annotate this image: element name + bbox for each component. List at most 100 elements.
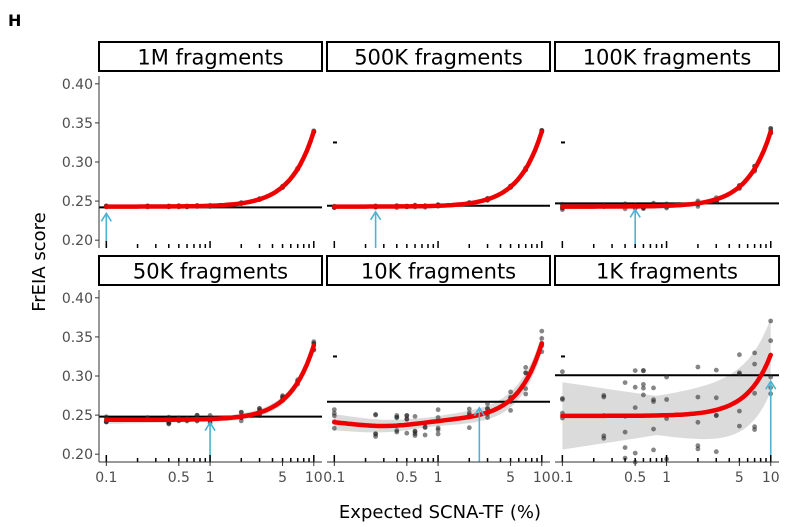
y-axis-title: FrEIA score [29,212,50,312]
data-point [412,428,418,434]
data-point [651,447,656,453]
fit-curve [560,129,773,209]
y-tick-label: 0.25 [62,194,93,210]
x-tick-label: 10 [533,470,551,486]
facet-strip [554,41,780,72]
data-point [752,350,757,356]
facet-strip [554,255,780,286]
facet-strip-title: 1M fragments [137,46,283,70]
facet-strip [98,255,323,286]
data-point [466,425,472,431]
y-tick-label: 0.20 [62,233,93,249]
y-tick-label: 0.35 [62,116,93,132]
data-point [664,397,669,402]
data-point [752,427,757,432]
data-point [404,413,410,418]
confidence-band [334,130,542,208]
data-point [539,328,545,334]
data-point [523,370,529,376]
data-point [238,409,244,415]
data-point [422,432,428,438]
facet-panels: 1M fragments 0.20 0.25 0.30 0.35 0.40 500K fra… [62,41,780,486]
data-point [695,419,701,425]
y-tick-label: 0.35 [62,330,93,346]
y-tick-label: 0.20 [62,447,93,463]
detection-arrowhead [629,207,641,218]
data-point [404,430,410,436]
data-point [560,396,565,401]
data-point [713,413,719,419]
data-point [768,318,774,324]
data-point [737,371,742,377]
confidence-band [106,130,314,208]
x-axis-title: Expected SCNA-TF (%) [339,502,541,523]
fit-curve [332,129,545,209]
data-point [651,385,656,391]
data-point [394,415,400,421]
data-point [466,406,472,412]
data-point [713,395,719,401]
data-point [485,401,490,407]
data-point [632,405,638,410]
x-tick-label: 0.5 [624,470,646,486]
data-point [373,431,378,436]
data-point [166,420,172,426]
detection-arrowhead [204,421,216,432]
x-tick-label: 0.1 [323,470,345,486]
data-point [422,425,428,430]
data-point [641,392,646,398]
y-tick-label: 0.40 [62,77,93,93]
data-point [651,426,656,432]
data-point [523,365,529,370]
data-point [641,368,646,373]
data-point [752,361,757,367]
detection-arrowhead [473,406,486,417]
x-tick-label: 10 [305,470,323,486]
data-point [523,386,529,392]
data-point [713,449,719,455]
data-point [331,413,337,419]
data-point [632,450,638,456]
facet-strip [326,255,551,286]
data-point [632,368,638,373]
x-tick-label: 5 [506,470,515,486]
x-tick-label: 0.5 [168,470,190,486]
data-point [601,435,607,441]
data-point [641,385,646,391]
x-tick-label: 0.1 [551,470,573,486]
x-tick-label: 1 [434,470,443,486]
facet-strip-title: 100K fragments [583,46,752,70]
x-tick-label: 0.1 [95,470,117,486]
data-point [695,394,701,400]
confidence-band [562,318,771,450]
data-point [622,380,628,385]
x-tick-label: 5 [735,470,744,486]
data-point [435,425,441,431]
panel-letter: H [8,11,21,30]
fit-curve [560,352,773,419]
facet-strip-title: 500K fragments [354,46,523,70]
data-point [373,412,378,417]
data-point [435,431,441,437]
data-point [560,369,565,375]
y-tick-label: 0.25 [62,408,93,424]
detection-arrowhead [765,379,777,390]
data-point [508,389,513,395]
y-tick-label: 0.30 [62,155,93,171]
data-point [394,428,400,433]
x-tick-label: 1 [206,470,215,486]
detection-arrowhead [100,211,113,222]
data-point [508,408,513,413]
fit-curve [104,129,317,209]
data-point [664,374,669,380]
data-point [331,425,337,431]
y-tick-label: 0.40 [62,291,93,307]
confidence-band [106,341,314,424]
data-point [435,407,441,413]
data-point [622,445,628,450]
data-point [622,429,628,435]
y-tick-label: 0.30 [62,369,93,385]
data-point [601,393,607,398]
data-point [412,414,418,419]
data-point [632,384,638,390]
